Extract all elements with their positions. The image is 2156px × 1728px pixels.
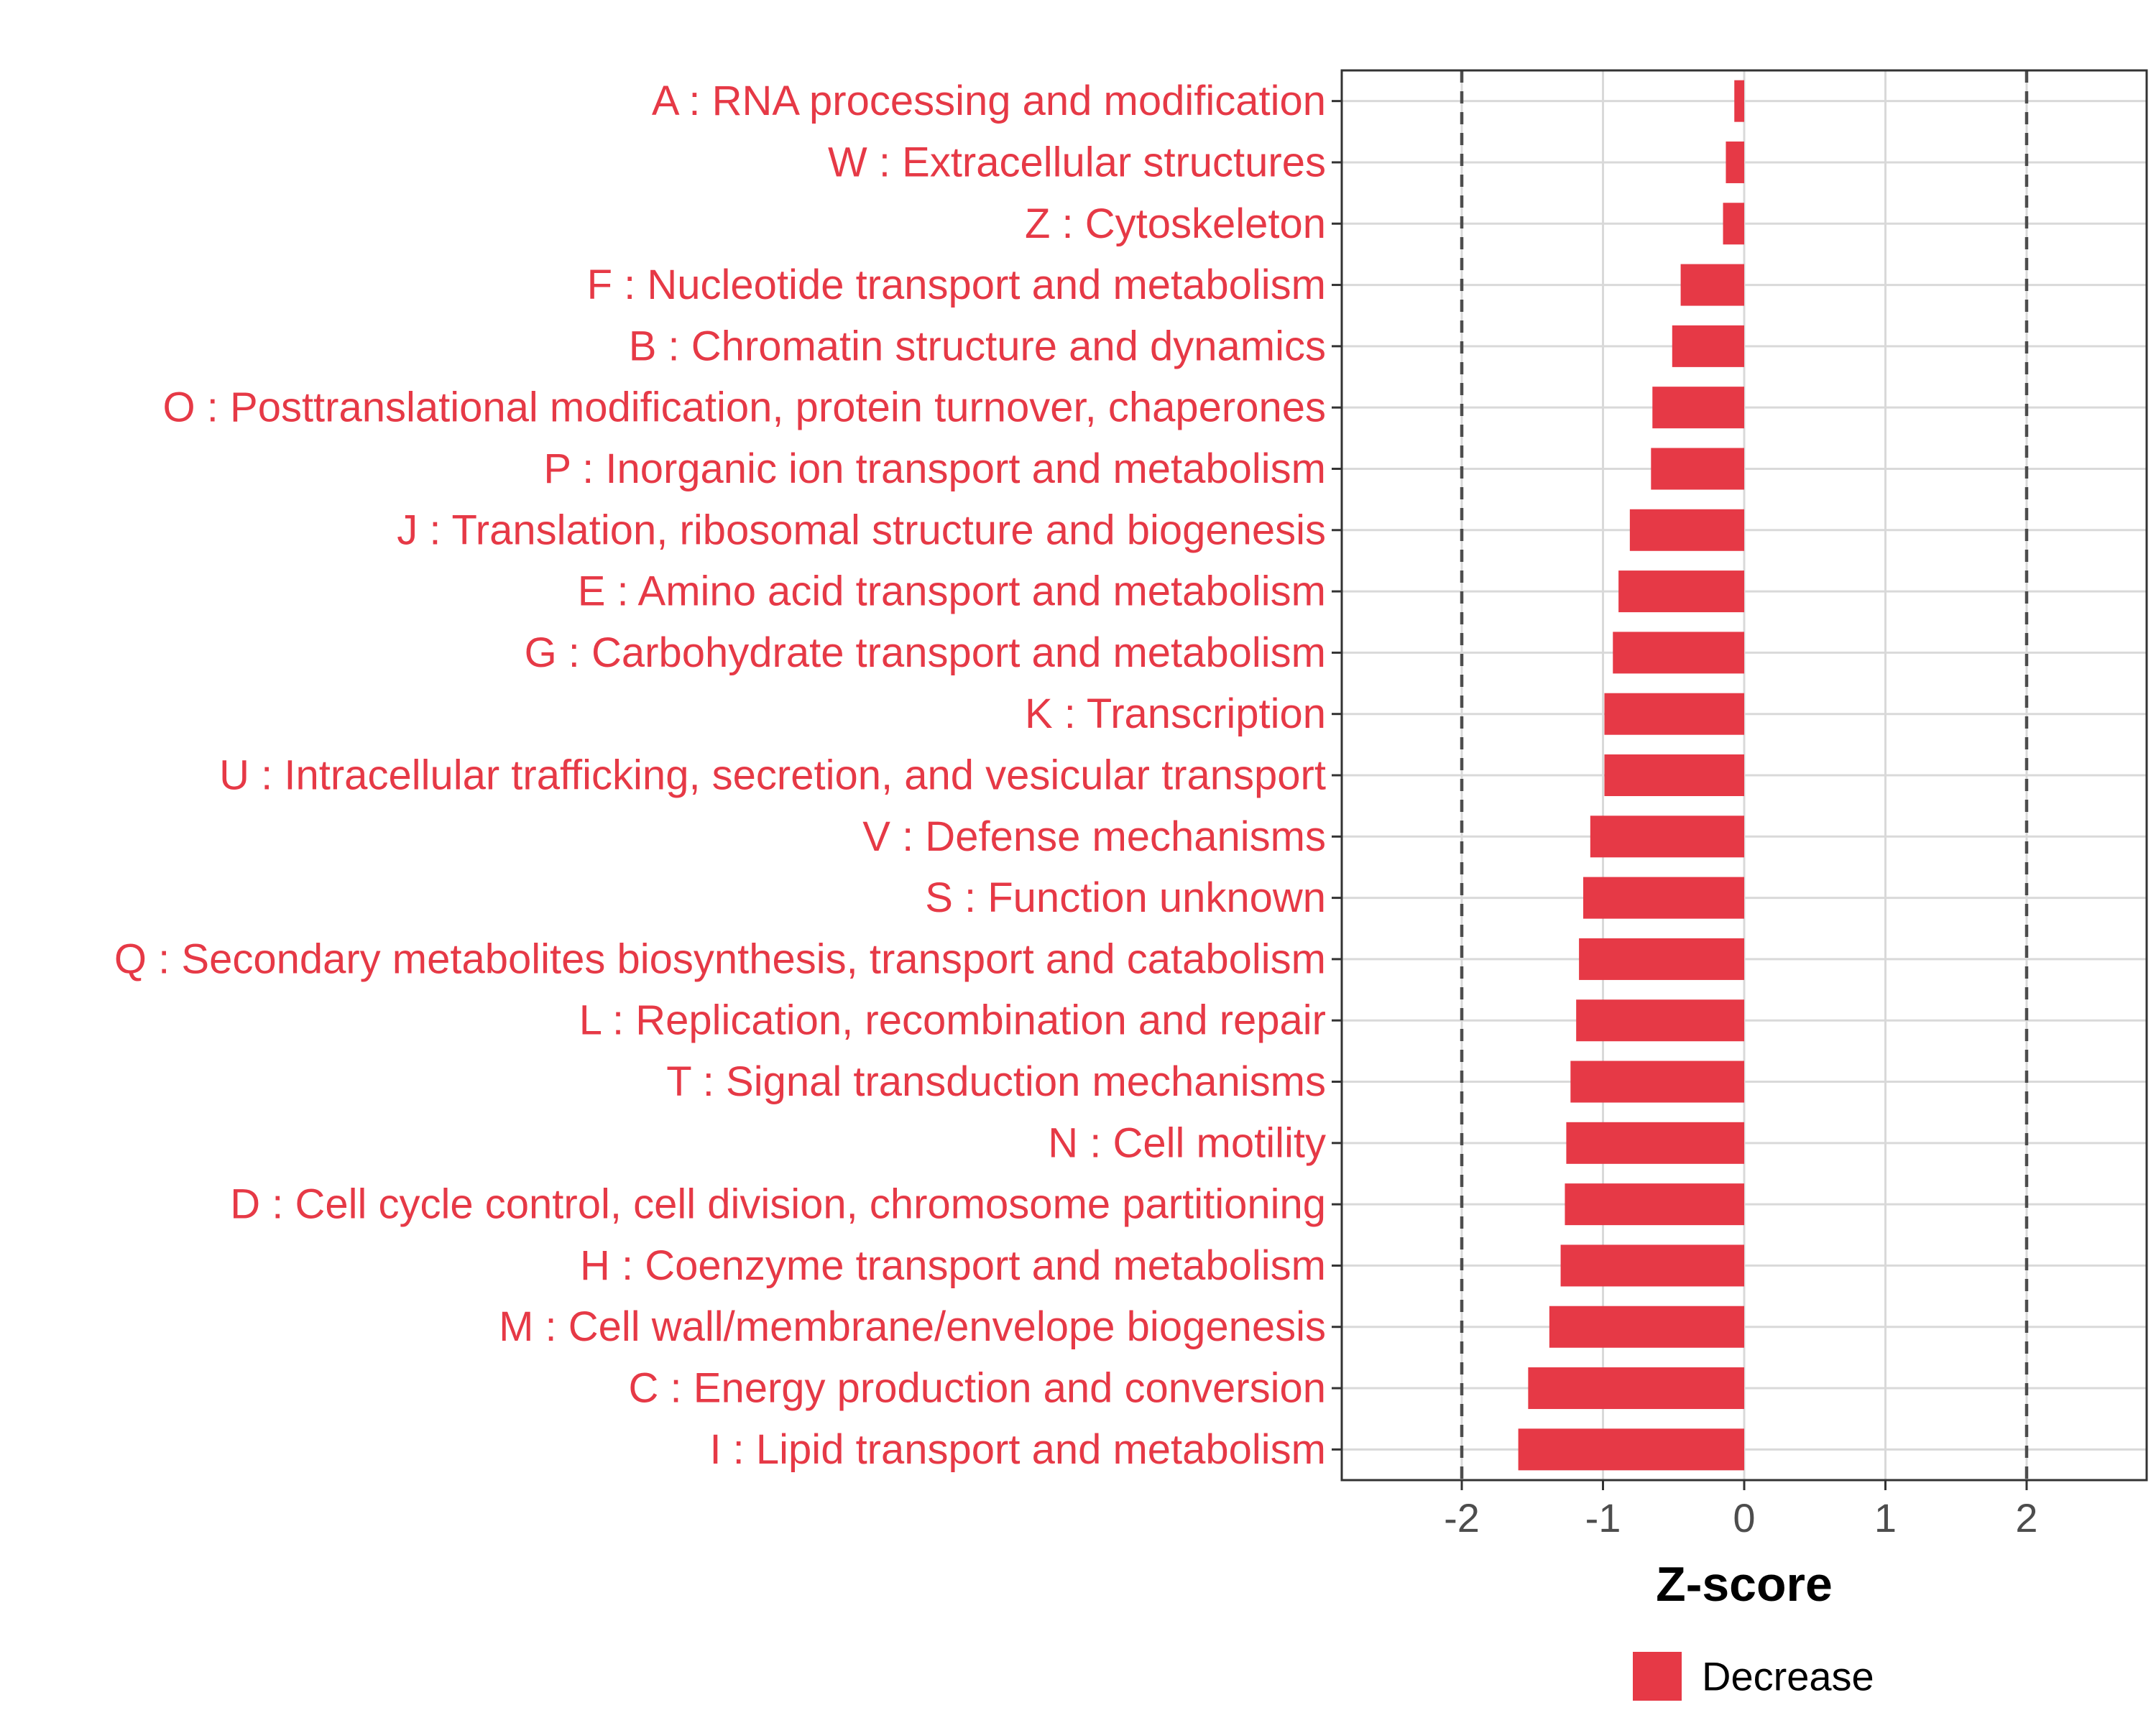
category-label-3: F : Nucleotide transport and metabolism [587,262,1326,308]
bar-5 [1652,387,1744,429]
bar-9 [1613,632,1744,674]
category-label-21: C : Energy production and conversion [629,1365,1326,1412]
bar-6 [1651,448,1744,490]
x-tick-label-0: -2 [1444,1495,1480,1540]
category-label-1: W : Extracellular structures [828,139,1326,185]
category-label-5: O : Posttranslational modification, prot… [163,384,1326,431]
bar-19 [1560,1244,1744,1287]
category-label-17: N : Cell motility [1048,1119,1326,1166]
bar-14 [1579,938,1744,980]
category-label-15: L : Replication, recombination and repai… [579,997,1326,1044]
legend-label-decrease: Decrease [1702,1654,1874,1699]
category-label-19: H : Coenzyme transport and metabolism [580,1242,1326,1289]
category-label-13: S : Function unknown [925,874,1326,921]
bar-1 [1726,141,1744,183]
bar-22 [1518,1428,1744,1471]
bar-20 [1549,1306,1744,1348]
bar-2 [1723,203,1744,245]
x-tick-label-3: 1 [1874,1495,1897,1540]
bar-21 [1528,1367,1744,1410]
bar-0 [1734,80,1744,122]
category-label-22: I : Lipid transport and metabolism [709,1426,1326,1473]
bar-8 [1618,570,1744,613]
category-label-4: B : Chromatin structure and dynamics [629,323,1326,369]
category-label-8: E : Amino acid transport and metabolism [578,568,1326,615]
category-label-7: J : Translation, ribosomal structure and… [397,507,1326,553]
x-axis-title: Z-score [1656,1557,1833,1612]
category-label-9: G : Carbohydrate transport and metabolis… [525,629,1326,676]
category-label-2: Z : Cytoskeleton [1025,200,1326,247]
x-tick-label-4: 2 [2015,1495,2037,1540]
bar-18 [1565,1183,1744,1226]
category-label-16: T : Signal transduction mechanisms [666,1058,1326,1105]
bar-17 [1566,1122,1744,1164]
bar-3 [1680,264,1744,306]
bar-4 [1672,325,1744,367]
bar-16 [1570,1061,1744,1103]
x-tick-label-2: 0 [1733,1495,1755,1540]
x-tick-label-1: -1 [1585,1495,1621,1540]
bar-7 [1629,509,1744,551]
category-label-14: Q : Secondary metabolites biosynthesis, … [114,935,1326,982]
category-label-0: A : RNA processing and modification [652,78,1326,124]
bar-11 [1604,754,1744,797]
category-label-12: V : Defense mechanisms [862,813,1326,860]
category-label-6: P : Inorganic ion transport and metaboli… [543,445,1326,492]
category-label-10: K : Transcription [1025,690,1326,737]
bar-12 [1590,816,1744,858]
category-label-18: D : Cell cycle control, cell division, c… [230,1181,1326,1228]
bar-10 [1604,693,1744,735]
legend-swatch-decrease [1633,1652,1682,1701]
bar-13 [1583,877,1744,919]
category-label-11: U : Intracellular trafficking, secretion… [219,752,1326,799]
category-label-20: M : Cell wall/membrane/envelope biogenes… [499,1303,1326,1350]
bar-15 [1576,999,1744,1042]
